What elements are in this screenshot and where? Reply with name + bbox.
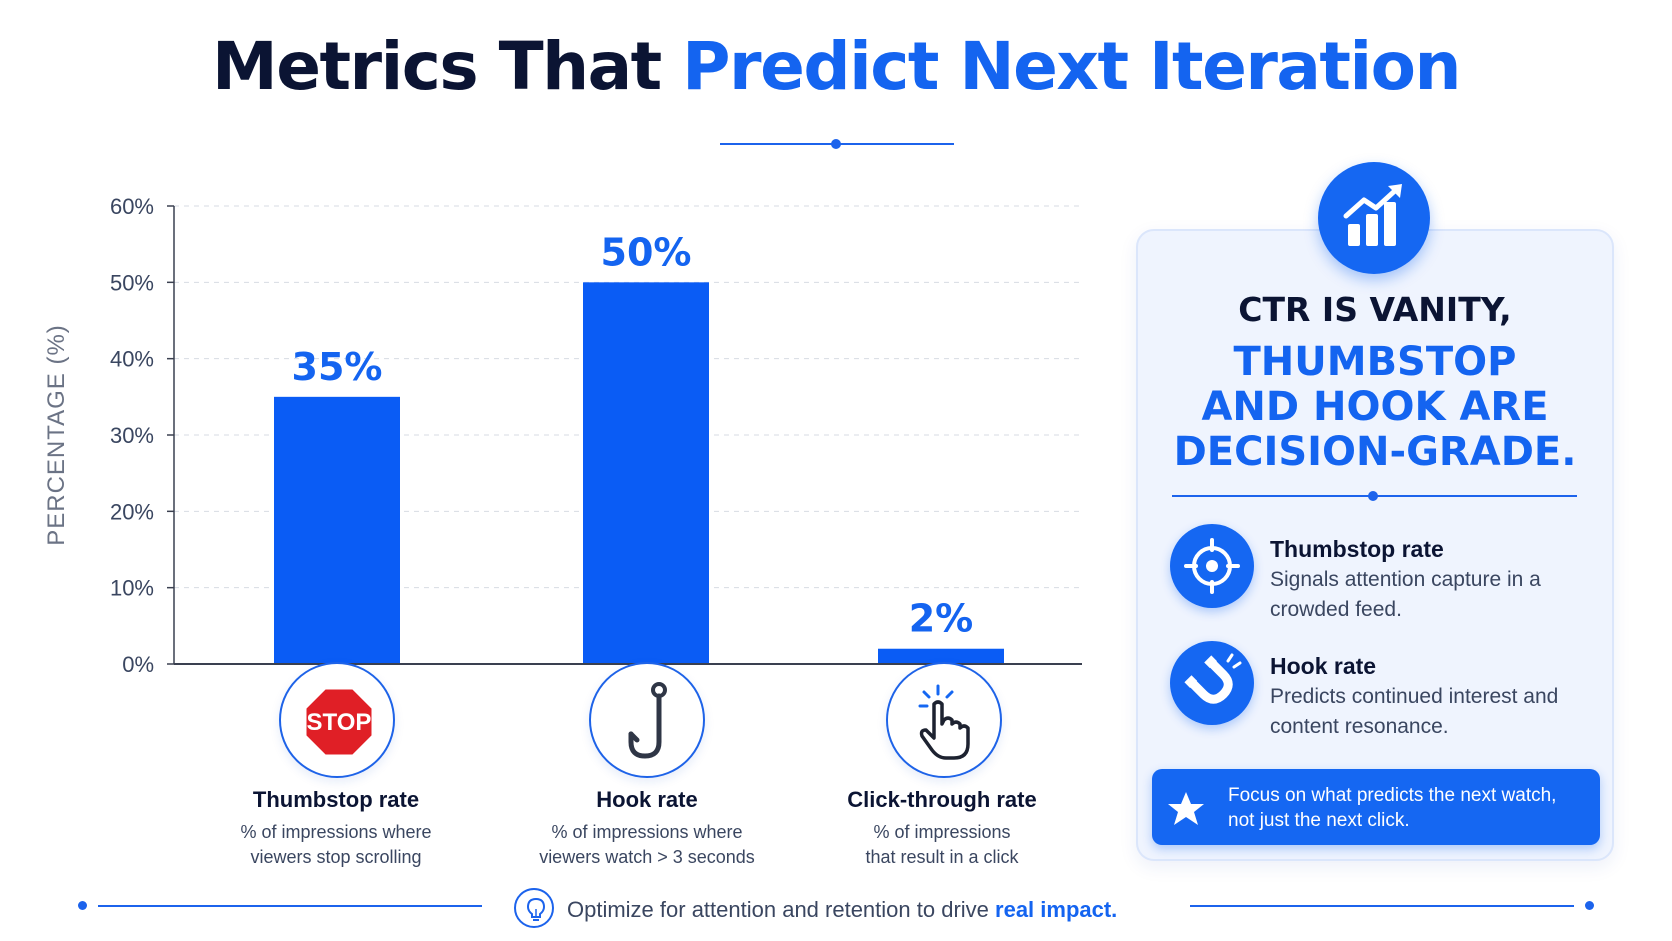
category-name-thumbstop: Thumbstop rate (252, 787, 420, 812)
page-title: Metrics That Predict Next Iteration (0, 28, 1672, 105)
target-icon (1170, 524, 1254, 608)
y-tick-label: 60% (110, 194, 154, 219)
feature-title-hook: Hook rate (1270, 653, 1377, 679)
callout-text: Focus on what predicts the next watch, n… (1228, 785, 1557, 831)
lightbulb-icon (514, 888, 554, 928)
y-tick-label: 20% (110, 499, 154, 524)
footer-line-right (1190, 905, 1574, 907)
bar (274, 396, 400, 664)
fish-hook-icon (589, 662, 705, 778)
category-desc-thumbstop-line1: % of impressions where (240, 822, 432, 842)
panel-heading-decision: THUMBSTOP AND HOOK ARE DECISION-GRADE. (1173, 339, 1577, 475)
category-name-ctr: Click-through rate (847, 787, 1037, 812)
y-tick-label: 50% (110, 270, 154, 295)
y-tick-label: 40% (110, 347, 154, 372)
feature-title-thumbstop: Thumbstop rate (1270, 536, 1444, 562)
y-tick-label: 0% (122, 652, 154, 677)
title-divider-dot (831, 139, 841, 149)
category-desc-hook-line2: viewers watch > 3 seconds (539, 847, 755, 867)
category-desc-ctr-line1: % of impressions (873, 822, 1011, 842)
y-tick-label: 10% (110, 576, 154, 601)
category-desc-ctr-line2: that result in a click (865, 847, 1019, 867)
footer-dot-left (78, 901, 87, 910)
stop-sign-text: STOP (307, 709, 372, 736)
category-desc-hook-line1: % of impressions where (551, 822, 743, 842)
category-desc-thumbstop-line2: viewers stop scrolling (250, 847, 422, 867)
category-name-hook: Hook rate (596, 787, 698, 812)
growth-chart-icon (1318, 162, 1430, 274)
pointer-click-icon (886, 662, 1002, 778)
y-axis-label: PERCENTAGE (%) (43, 324, 70, 546)
footer-emphasis: real impact. (995, 897, 1118, 922)
footer-text: Optimize for attention and retention to … (567, 897, 1117, 923)
bar (583, 282, 709, 664)
callout-box: Focus on what predicts the next watch, n… (1152, 769, 1600, 845)
bar (878, 648, 1004, 664)
bar-data-label: 50% (601, 230, 692, 274)
stop-sign-icon: STOP (279, 662, 395, 778)
footer-dot-right (1585, 901, 1594, 910)
footer-text-main: Optimize for attention and retention to … (567, 897, 996, 922)
y-tick-label: 30% (110, 423, 154, 448)
footer-line-left (98, 905, 482, 907)
bar-data-label: 35% (292, 345, 383, 389)
magnet-icon (1170, 641, 1254, 725)
star-icon (1168, 792, 1204, 825)
bar-data-label: 2% (909, 597, 974, 641)
title-part1: Metrics That (212, 28, 683, 105)
panel-heading-vanity: CTR IS VANITY, (1238, 290, 1512, 329)
panel-divider-dot (1368, 491, 1378, 501)
feature-desc-hook: Predicts continued interest and content … (1270, 685, 1559, 738)
title-part2: Predict Next Iteration (682, 28, 1461, 105)
feature-desc-thumbstop: Signals attention capture in a crowded f… (1270, 568, 1541, 621)
bar-chart: 0% 10% 20% 30% 40% 50% 60% PERCENTAGE (%) 35% 50%… (43, 194, 1082, 677)
